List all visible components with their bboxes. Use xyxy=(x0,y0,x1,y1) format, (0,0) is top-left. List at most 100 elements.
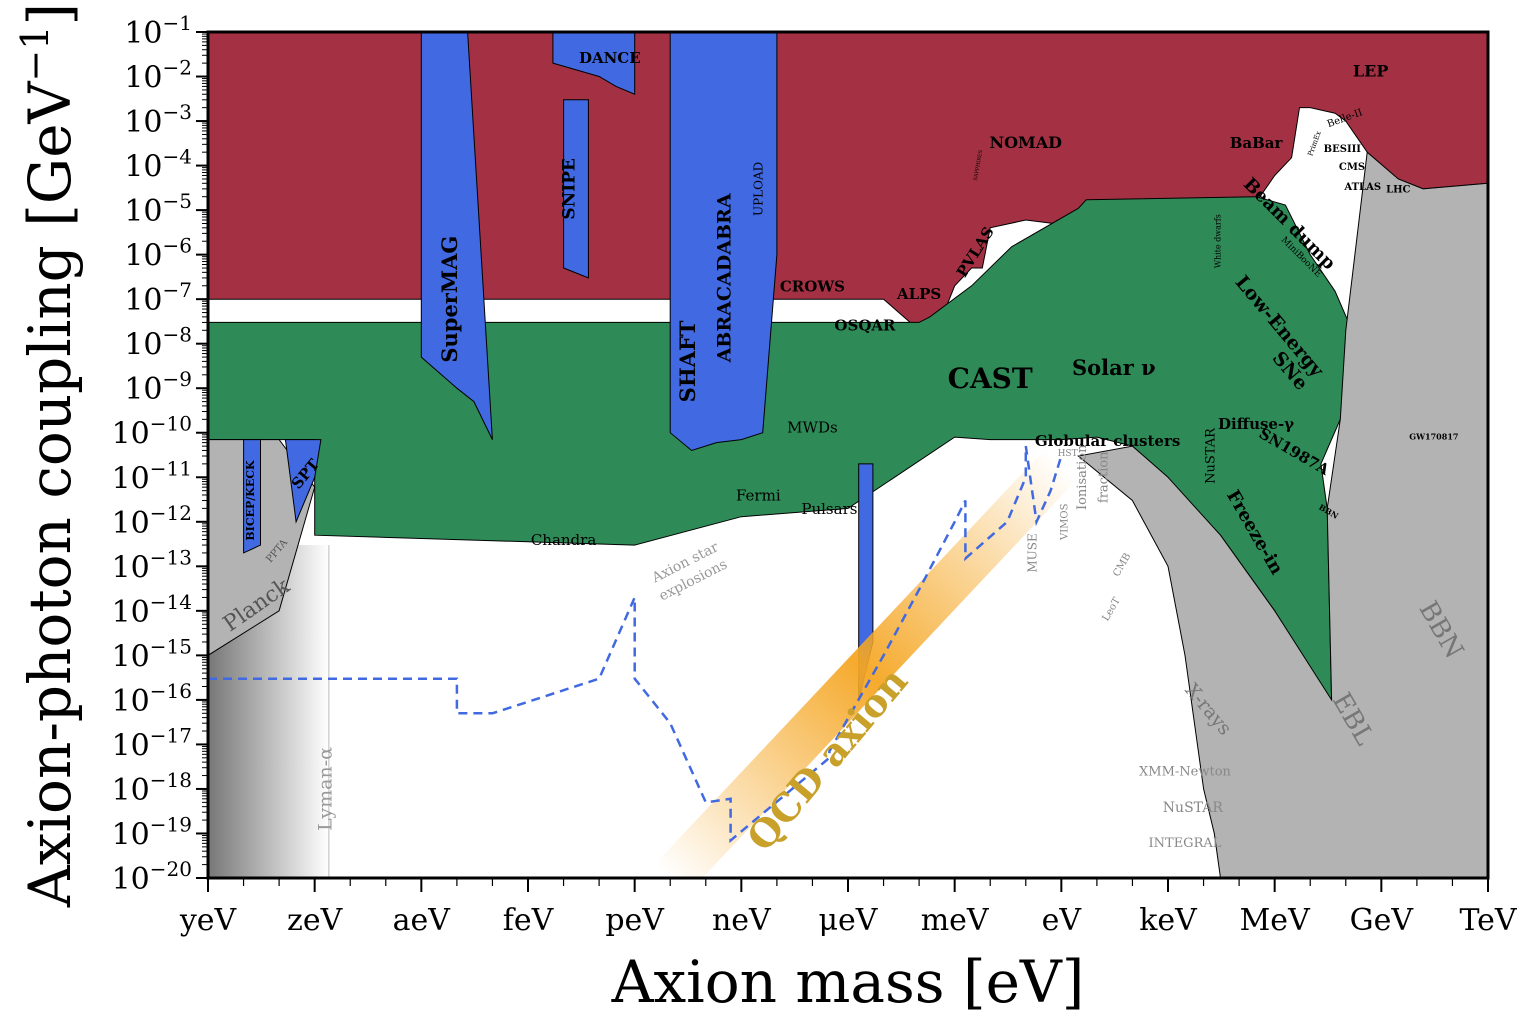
y-tick-base: 10 xyxy=(112,595,150,630)
region-label: LEP xyxy=(1353,62,1388,81)
y-tick-exponent: −4 xyxy=(163,145,192,169)
y-tick-exponent: −2 xyxy=(163,56,192,80)
y-tick-exponent: −6 xyxy=(163,234,192,258)
y-axis-label: Axion-photon coupling [GeV−1] xyxy=(13,3,84,908)
y-tick-label: 10−5 xyxy=(124,189,192,229)
y-tick-exponent: −1 xyxy=(163,11,192,35)
y-tick-label: 10−11 xyxy=(112,456,192,496)
region-label: INTEGRAL xyxy=(1149,836,1222,851)
y-tick-base: 10 xyxy=(112,773,150,808)
y-tick-exponent: −19 xyxy=(150,812,192,836)
y-axis: 10−110−210−310−410−510−610−710−810−910−1… xyxy=(112,11,208,897)
y-axis-label-main: Axion-photon coupling [GeV xyxy=(16,80,84,908)
x-tick-label: eV xyxy=(1042,903,1083,938)
x-tick-label: feV xyxy=(503,903,555,938)
region-cosmology-heavy xyxy=(1077,151,1488,878)
region-DANCE xyxy=(552,32,636,95)
x-tick-label: μeV xyxy=(819,903,879,938)
y-tick-label: 10−16 xyxy=(112,679,192,719)
region-label: ABRACADABRA xyxy=(714,193,736,363)
region-label: BESIII xyxy=(1324,144,1362,155)
region-label: Chandra xyxy=(531,531,597,549)
y-tick-exponent: −3 xyxy=(163,100,192,124)
y-tick-label: 10−2 xyxy=(124,56,192,96)
y-tick-base: 10 xyxy=(112,862,150,897)
region-label: SNIPE xyxy=(559,158,579,220)
region-label: ALPS xyxy=(896,285,941,303)
region-SNIPE xyxy=(563,99,589,279)
y-tick-exponent: −18 xyxy=(150,768,192,792)
region-label: LeoT xyxy=(1101,596,1123,624)
x-tick-label: meV xyxy=(921,903,990,938)
region-label: NuSTAR xyxy=(1163,800,1224,816)
region-label: CROWS xyxy=(780,277,845,295)
region-SPT xyxy=(284,439,322,524)
y-tick-base: 10 xyxy=(112,506,150,541)
y-tick-label: 10−14 xyxy=(112,590,192,630)
region-label: BICEP/KECK xyxy=(244,460,257,541)
region-label: VIMOS xyxy=(1060,503,1071,541)
y-tick-label: 10−7 xyxy=(124,278,192,318)
region-label: Fermi xyxy=(736,487,781,505)
x-tick-label: TeV xyxy=(1459,903,1517,938)
y-axis-label-close: ] xyxy=(16,3,84,26)
y-tick-exponent: −15 xyxy=(150,634,192,658)
region-label: ATLAS xyxy=(1343,182,1381,193)
region-label: BaBar xyxy=(1230,134,1284,152)
y-tick-base: 10 xyxy=(124,239,162,274)
region-label: MUSE xyxy=(1025,533,1039,572)
y-tick-label: 10−18 xyxy=(112,768,192,808)
y-tick-label: 10−1 xyxy=(124,11,192,51)
y-tick-base: 10 xyxy=(124,16,162,51)
y-tick-exponent: −11 xyxy=(150,456,192,480)
y-axis-label-sup: −1 xyxy=(13,26,57,82)
x-tick-label: GeV xyxy=(1350,903,1415,938)
region-label: Pulsars xyxy=(801,500,857,518)
x-tick-label: neV xyxy=(712,903,772,938)
y-tick-exponent: −14 xyxy=(150,590,192,614)
y-tick-base: 10 xyxy=(124,194,162,229)
y-tick-exponent: −17 xyxy=(150,723,192,747)
y-tick-label: 10−17 xyxy=(112,723,192,763)
region-label: GW170817 xyxy=(1409,432,1458,442)
x-tick-label: MeV xyxy=(1240,903,1311,938)
y-tick-label: 10−20 xyxy=(112,857,192,897)
y-tick-base: 10 xyxy=(112,639,150,674)
x-tick-label: yeV xyxy=(179,903,238,938)
y-tick-exponent: −8 xyxy=(163,323,192,347)
y-tick-label: 10−8 xyxy=(124,323,192,363)
qcd-axion-band xyxy=(654,448,1078,878)
y-tick-label: 10−13 xyxy=(112,545,192,585)
y-tick-exponent: −9 xyxy=(163,367,192,391)
region-label: White dwarfs xyxy=(1214,214,1223,268)
y-tick-label: 10−12 xyxy=(112,501,192,541)
x-tick-label: aeV xyxy=(393,903,452,938)
x-tick-label: peV xyxy=(605,903,665,938)
y-tick-exponent: −16 xyxy=(150,679,192,703)
region-label: Diffuse-γ xyxy=(1218,415,1294,433)
y-tick-label: 10−15 xyxy=(112,634,192,674)
region-label: SHAFT xyxy=(675,320,700,402)
region-label: MWDs xyxy=(787,419,838,437)
region-label: UPLOAD xyxy=(752,162,766,216)
region-label: Globular clusters xyxy=(1035,432,1180,450)
region-label: OSQAR xyxy=(834,316,896,334)
region-label: NuSTAR xyxy=(1203,427,1218,484)
y-tick-exponent: −7 xyxy=(163,278,192,302)
region-label: SAPPHIRES xyxy=(973,149,984,181)
y-tick-exponent: −12 xyxy=(150,501,192,525)
y-tick-base: 10 xyxy=(124,105,162,140)
y-tick-base: 10 xyxy=(112,461,150,496)
region-label: SuperMAG xyxy=(437,236,462,363)
x-tick-label: keV xyxy=(1139,903,1198,938)
region-BICEP-SPT xyxy=(243,439,261,554)
x-axis: yeV zeV aeV feV peV neV μeV meV eV keV MeV GeV TeV xyxy=(179,878,1518,938)
region-label: CMS xyxy=(1339,162,1365,173)
y-tick-base: 10 xyxy=(112,684,150,719)
region-label: XMM-Newton xyxy=(1139,765,1232,780)
y-tick-label: 10−9 xyxy=(124,367,192,407)
region-SuperMAG xyxy=(420,32,493,440)
y-tick-label: 10−19 xyxy=(112,812,192,852)
y-tick-base: 10 xyxy=(124,328,162,363)
